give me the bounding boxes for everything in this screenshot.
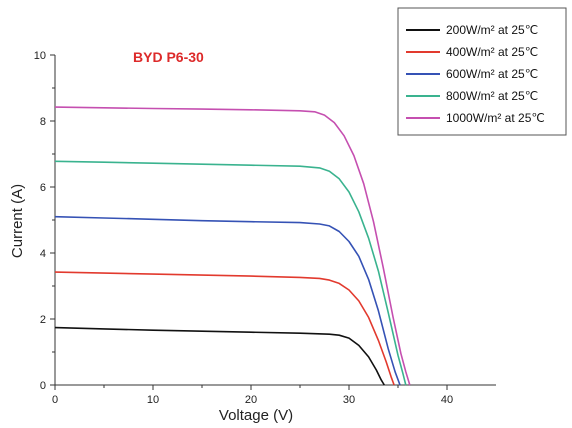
legend-label: 200W/m² at 25℃ [446,23,538,37]
series-line [54,215,401,386]
series-line [54,326,385,386]
legend-label: 400W/m² at 25℃ [446,45,538,59]
legend-label: 800W/m² at 25℃ [446,89,538,103]
legend-label: 1000W/m² at 25℃ [446,111,545,125]
series-line [54,160,407,386]
y-tick-label: 6 [40,182,46,194]
y-tick-label: 4 [40,248,46,260]
series-line [54,271,395,386]
x-axis-label: Voltage (V) [219,407,293,424]
chart-title: BYD P6-30 [133,49,204,65]
y-tick-label: 10 [34,50,46,62]
x-tick-label: 10 [147,394,159,406]
y-tick-label: 0 [40,380,46,392]
x-tick-label: 20 [245,394,257,406]
x-tick-label: 40 [441,394,453,406]
series-line [54,106,411,386]
axis-ticks: 0 10 20 30 40 0 2 4 6 8 10 [34,50,453,406]
x-tick-label: 30 [343,394,355,406]
y-tick-label: 2 [40,314,46,326]
y-tick-label: 8 [40,116,46,128]
legend: 200W/m² at 25℃ 400W/m² at 25℃ 600W/m² at 2… [397,7,567,136]
x-tick-label: 0 [52,394,58,406]
legend-label: 600W/m² at 25℃ [446,67,538,81]
y-axis-label: Current (A) [9,184,26,258]
series-lines [54,106,411,386]
